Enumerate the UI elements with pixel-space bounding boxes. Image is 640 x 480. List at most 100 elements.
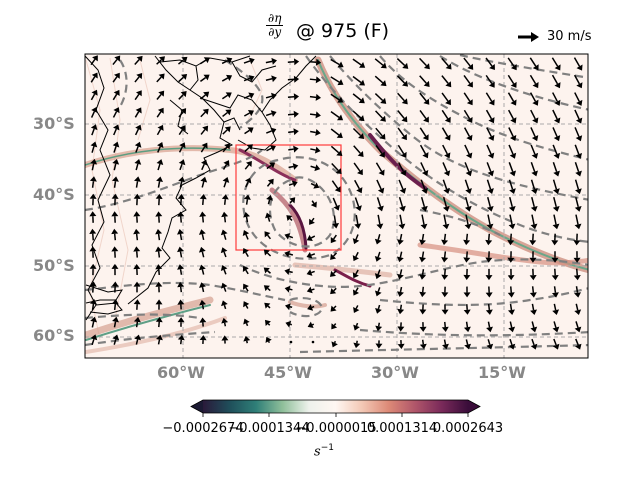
wind-vector-arrow [441,75,452,88]
wind-vector-arrow [529,268,537,281]
wind-vector-arrow [352,110,365,122]
wind-vector-arrow [331,323,338,330]
wind-vector-arrow [111,299,119,310]
wind-vector-arrow [574,214,582,230]
wind-vector-arrow [330,145,343,157]
wind-vector-arrow [330,76,344,86]
wind-vector-arrow [221,74,233,82]
wind-vector-arrow [485,57,495,71]
wind-vector-arrow [376,179,385,194]
wind-vector-arrow [574,92,583,106]
wind-vector-arrow [485,268,493,281]
wind-vector-arrow [244,144,253,152]
wind-vector-arrow [552,162,560,177]
wind-vector-arrow [285,320,293,328]
wind-vector-arrow [419,233,426,245]
wind-vector-arrow [178,125,186,136]
wind-vector-arrow [419,144,429,159]
wind-vector-arrow [574,179,582,195]
wind-vector-arrow [507,268,515,281]
colorbar-tick-3: −0.0000015 [295,421,377,436]
wind-vector-arrow [242,283,249,292]
wind-vector-arrow [396,75,409,87]
wind-vector-arrow [332,215,340,229]
wind-vector-arrow [508,303,515,315]
wind-vector-arrow [156,176,164,188]
wind-vector-arrow [530,109,539,124]
wind-vector-arrow [243,194,251,205]
wind-vector-arrow [486,144,495,159]
wind-vector-arrow [220,265,228,275]
wind-vector-arrow [178,176,186,188]
wind-vector-arrow [155,281,163,293]
wind-vector-arrow [441,286,449,298]
wind-vector-arrow [112,141,120,153]
wind-vector-arrow [442,144,451,159]
wind-vector-arrow [265,75,277,83]
wind-vector-arrow [90,55,98,66]
wind-vector-arrow [442,214,450,230]
wind-vector-arrow [221,211,229,223]
wind-vector-arrow [156,90,165,100]
wind-vector-arrow [486,162,495,177]
wind-vector-arrow [155,211,163,223]
wind-vector-arrow [529,233,537,246]
wind-vector-arrow [419,286,427,298]
wind-vector-arrow [201,159,208,171]
wind-vector-arrow [221,300,228,310]
wind-vector-arrow [331,163,342,175]
lat-label-50s: 50°S [33,256,75,275]
wind-vector-arrow [464,214,472,230]
wind-vector-arrow [354,197,362,212]
wind-vector-arrow [89,263,97,276]
wind-vector-arrow [486,179,494,195]
wind-vector-arrow [352,75,366,86]
wind-vector-arrow [220,229,228,240]
wind-vector-arrow [155,246,163,258]
lon-label-45w: 45°W [264,363,312,382]
wind-vector-dot [289,340,293,344]
wind-vector-arrow [464,196,472,212]
colorbar-tick-5: 0.0002643 [432,421,504,436]
wind-vector-arrow [353,145,364,158]
wind-vector-arrow [134,159,142,171]
wind-vector-arrow [198,246,206,258]
wind-vector-arrow [464,339,472,350]
wind-vector-arrow [90,316,98,328]
wind-vector-arrow [441,304,449,315]
wind-vector-arrow [156,124,164,136]
wind-vector-arrow [90,141,98,153]
wind-vector-arrow [284,233,294,240]
wind-vector-arrow [374,58,387,69]
wind-vector-arrow [309,58,322,66]
wind-vector-arrow [375,127,386,140]
wind-vector-arrow [420,179,429,194]
wind-vector-arrow [352,269,359,279]
wind-vector-arrow [310,129,321,136]
wind-vector-arrow [441,109,451,123]
wind-vector-arrow [552,179,560,195]
wind-vector-arrow [396,233,404,245]
colorbar-units-exponent: −1 [320,443,334,453]
wind-vector-arrow [352,287,360,296]
wind-vector-arrow [89,211,97,223]
wind-vector-arrow [221,335,229,344]
wind-vector-arrow [263,249,272,257]
wind-vector-arrow [530,144,539,159]
wind-vector-arrow [574,286,581,298]
wind-vector-arrow [133,263,141,276]
wind-vector-arrow [242,230,250,240]
colorbar-tick-4: 0.0001314 [366,421,438,436]
wind-vector-arrow [551,233,559,246]
wind-vector-arrow [242,265,249,275]
wind-vector-arrow [374,287,382,297]
wind-vector-arrow [309,217,315,225]
wind-vector-arrow [573,251,581,263]
wind-vector-arrow [155,317,163,328]
wind-vector-arrow [177,264,185,275]
wind-vector-arrow [177,246,184,258]
wind-vector-arrow [397,110,408,123]
wind-vector-arrow [265,212,272,222]
wind-vector-arrow [398,162,407,176]
wind-vector-arrow [243,57,255,65]
